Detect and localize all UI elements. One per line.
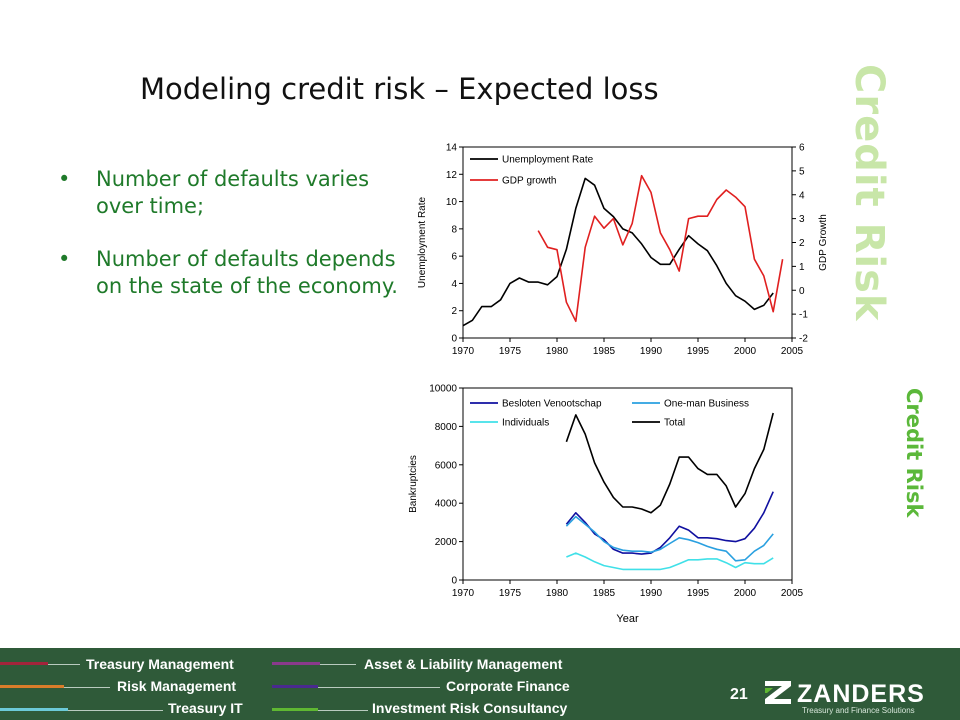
- chart2-legend-label-3: Individuals: [502, 418, 549, 429]
- chart1-y2tick-label: -2: [799, 334, 808, 345]
- chart1-xtick-label: 1975: [499, 346, 522, 357]
- chart1-xtick-label: 1990: [640, 346, 663, 357]
- side-label-large: Credit Risk: [846, 64, 892, 322]
- bullet-item-2: Number of defaults depends on the state …: [58, 246, 403, 300]
- chart2-xtick-label: 1975: [499, 588, 522, 599]
- footer-link-alm[interactable]: Asset & Liability Management: [364, 656, 563, 672]
- footer-link-corporate-finance[interactable]: Corporate Finance: [446, 678, 570, 694]
- chart1-legend-label-2: GDP growth: [502, 176, 556, 187]
- chart1-y2tick-label: 2: [799, 238, 805, 249]
- chart2-series-line-4: [565, 412, 774, 514]
- chart1-y2tick-label: 4: [799, 190, 805, 201]
- chart2-xtick-label: 1985: [593, 588, 616, 599]
- chart2-frame: [462, 387, 793, 581]
- footer-link-treasury-management[interactable]: Treasury Management: [86, 656, 234, 672]
- footer-link-investment-risk[interactable]: Investment Risk Consultancy: [372, 700, 568, 716]
- chart1-ytick-label: 2: [451, 306, 457, 317]
- chart2-series-line-3: [566, 552, 774, 571]
- footer-thin-2: [64, 687, 110, 688]
- chart2-ytick-label: 6000: [435, 460, 458, 471]
- chart1-ytick-label: 4: [451, 279, 457, 290]
- chart1-xtick-label: 1995: [687, 346, 710, 357]
- zanders-logo-icon: [765, 681, 791, 704]
- zanders-logo-text: ZANDERS: [797, 680, 925, 708]
- chart1-ytick-label: 10: [446, 197, 458, 208]
- chart1-y2label: GDP Growth: [818, 214, 829, 271]
- chart2-xtick-label: 1995: [687, 588, 710, 599]
- chart1-y2tick-label: 6: [799, 143, 805, 154]
- chart2-ytick-label: 10000: [429, 384, 457, 395]
- chart2-ytick-label: 8000: [435, 422, 458, 433]
- footer-bar-2: [0, 685, 64, 688]
- footer-bar-1: [0, 662, 48, 665]
- chart1-xtick-label: 1985: [593, 346, 616, 357]
- footer-link-risk-management[interactable]: Risk Management: [117, 678, 237, 694]
- chart2-ytick-label: 0: [451, 576, 457, 587]
- chart2-legend-label-4: Total: [664, 418, 685, 429]
- chart1-xtick-label: 2005: [781, 346, 804, 357]
- side-label-large-wrap: Credit Risk: [846, 64, 892, 324]
- chart2-series-line-1: [565, 491, 774, 555]
- chart2-legend-label-1: Besloten Venootschap: [502, 399, 602, 410]
- chart2-xtick-label: 1980: [546, 588, 569, 599]
- chart2-xtick-label: 2005: [781, 588, 804, 599]
- chart1-ylabel: Unemployment Rate: [417, 196, 428, 288]
- chart2-ytick-label: 2000: [435, 537, 458, 548]
- chart1-series-line-1: [462, 177, 774, 327]
- zanders-logo-tagline: Treasury and Finance Solutions: [802, 706, 915, 715]
- side-label-small: Credit Risk: [902, 388, 926, 518]
- chart2-ytick-label: 4000: [435, 499, 458, 510]
- footer-link-treasury-it[interactable]: Treasury IT: [168, 700, 243, 716]
- chart2-xtick-label: 1970: [452, 588, 475, 599]
- footer-thin-1: [48, 664, 80, 665]
- chart1-xtick-label: 1970: [452, 346, 475, 357]
- chart2-xlabel: Year: [616, 613, 639, 625]
- footer-thin-3: [68, 710, 163, 711]
- chart2-xtick-label: 1990: [640, 588, 663, 599]
- bullet-list: Number of defaults varies over time; Num…: [58, 166, 403, 326]
- chart1-xtick-label: 2000: [734, 346, 757, 357]
- chart1-ytick-label: 6: [451, 252, 457, 263]
- footer: Treasury Management Risk Management Trea…: [0, 648, 960, 720]
- bullet-item-1: Number of defaults varies over time;: [58, 166, 403, 220]
- chart1-ytick-label: 12: [446, 170, 458, 181]
- footer-bar-5: [272, 685, 318, 688]
- chart1-ytick-label: 0: [451, 334, 457, 345]
- side-label-small-wrap: Credit Risk: [902, 388, 934, 538]
- footer-thin-4: [320, 664, 356, 665]
- chart2-series-line-2: [565, 515, 774, 562]
- slide-title: Modeling credit risk – Expected loss: [140, 72, 659, 106]
- footer-thin-5: [318, 687, 440, 688]
- chart1-y2tick-label: 0: [799, 286, 805, 297]
- page-number: 21: [730, 686, 748, 703]
- chart1-series-line-2: [537, 174, 784, 323]
- chart1-y2tick-label: -1: [799, 310, 808, 321]
- chart1-y2tick-label: 3: [799, 214, 805, 225]
- chart1-legend-label-1: Unemployment Rate: [502, 155, 594, 166]
- footer-bar-4: [272, 662, 320, 665]
- chart1-xtick-label: 1980: [546, 346, 569, 357]
- chart1-y2tick-label: 1: [799, 262, 805, 273]
- chart2-xtick-label: 2000: [734, 588, 757, 599]
- footer-bar-6: [272, 708, 318, 711]
- chart2-ylabel: Bankruptcies: [408, 455, 419, 513]
- chart1-ytick-label: 8: [451, 224, 457, 235]
- footer-bar-3: [0, 708, 68, 711]
- footer-thin-6: [318, 710, 368, 711]
- chart1-y2tick-label: 5: [799, 166, 805, 177]
- chart2-legend-label-2: One-man Business: [664, 399, 749, 410]
- chart1-ytick-label: 14: [446, 143, 458, 154]
